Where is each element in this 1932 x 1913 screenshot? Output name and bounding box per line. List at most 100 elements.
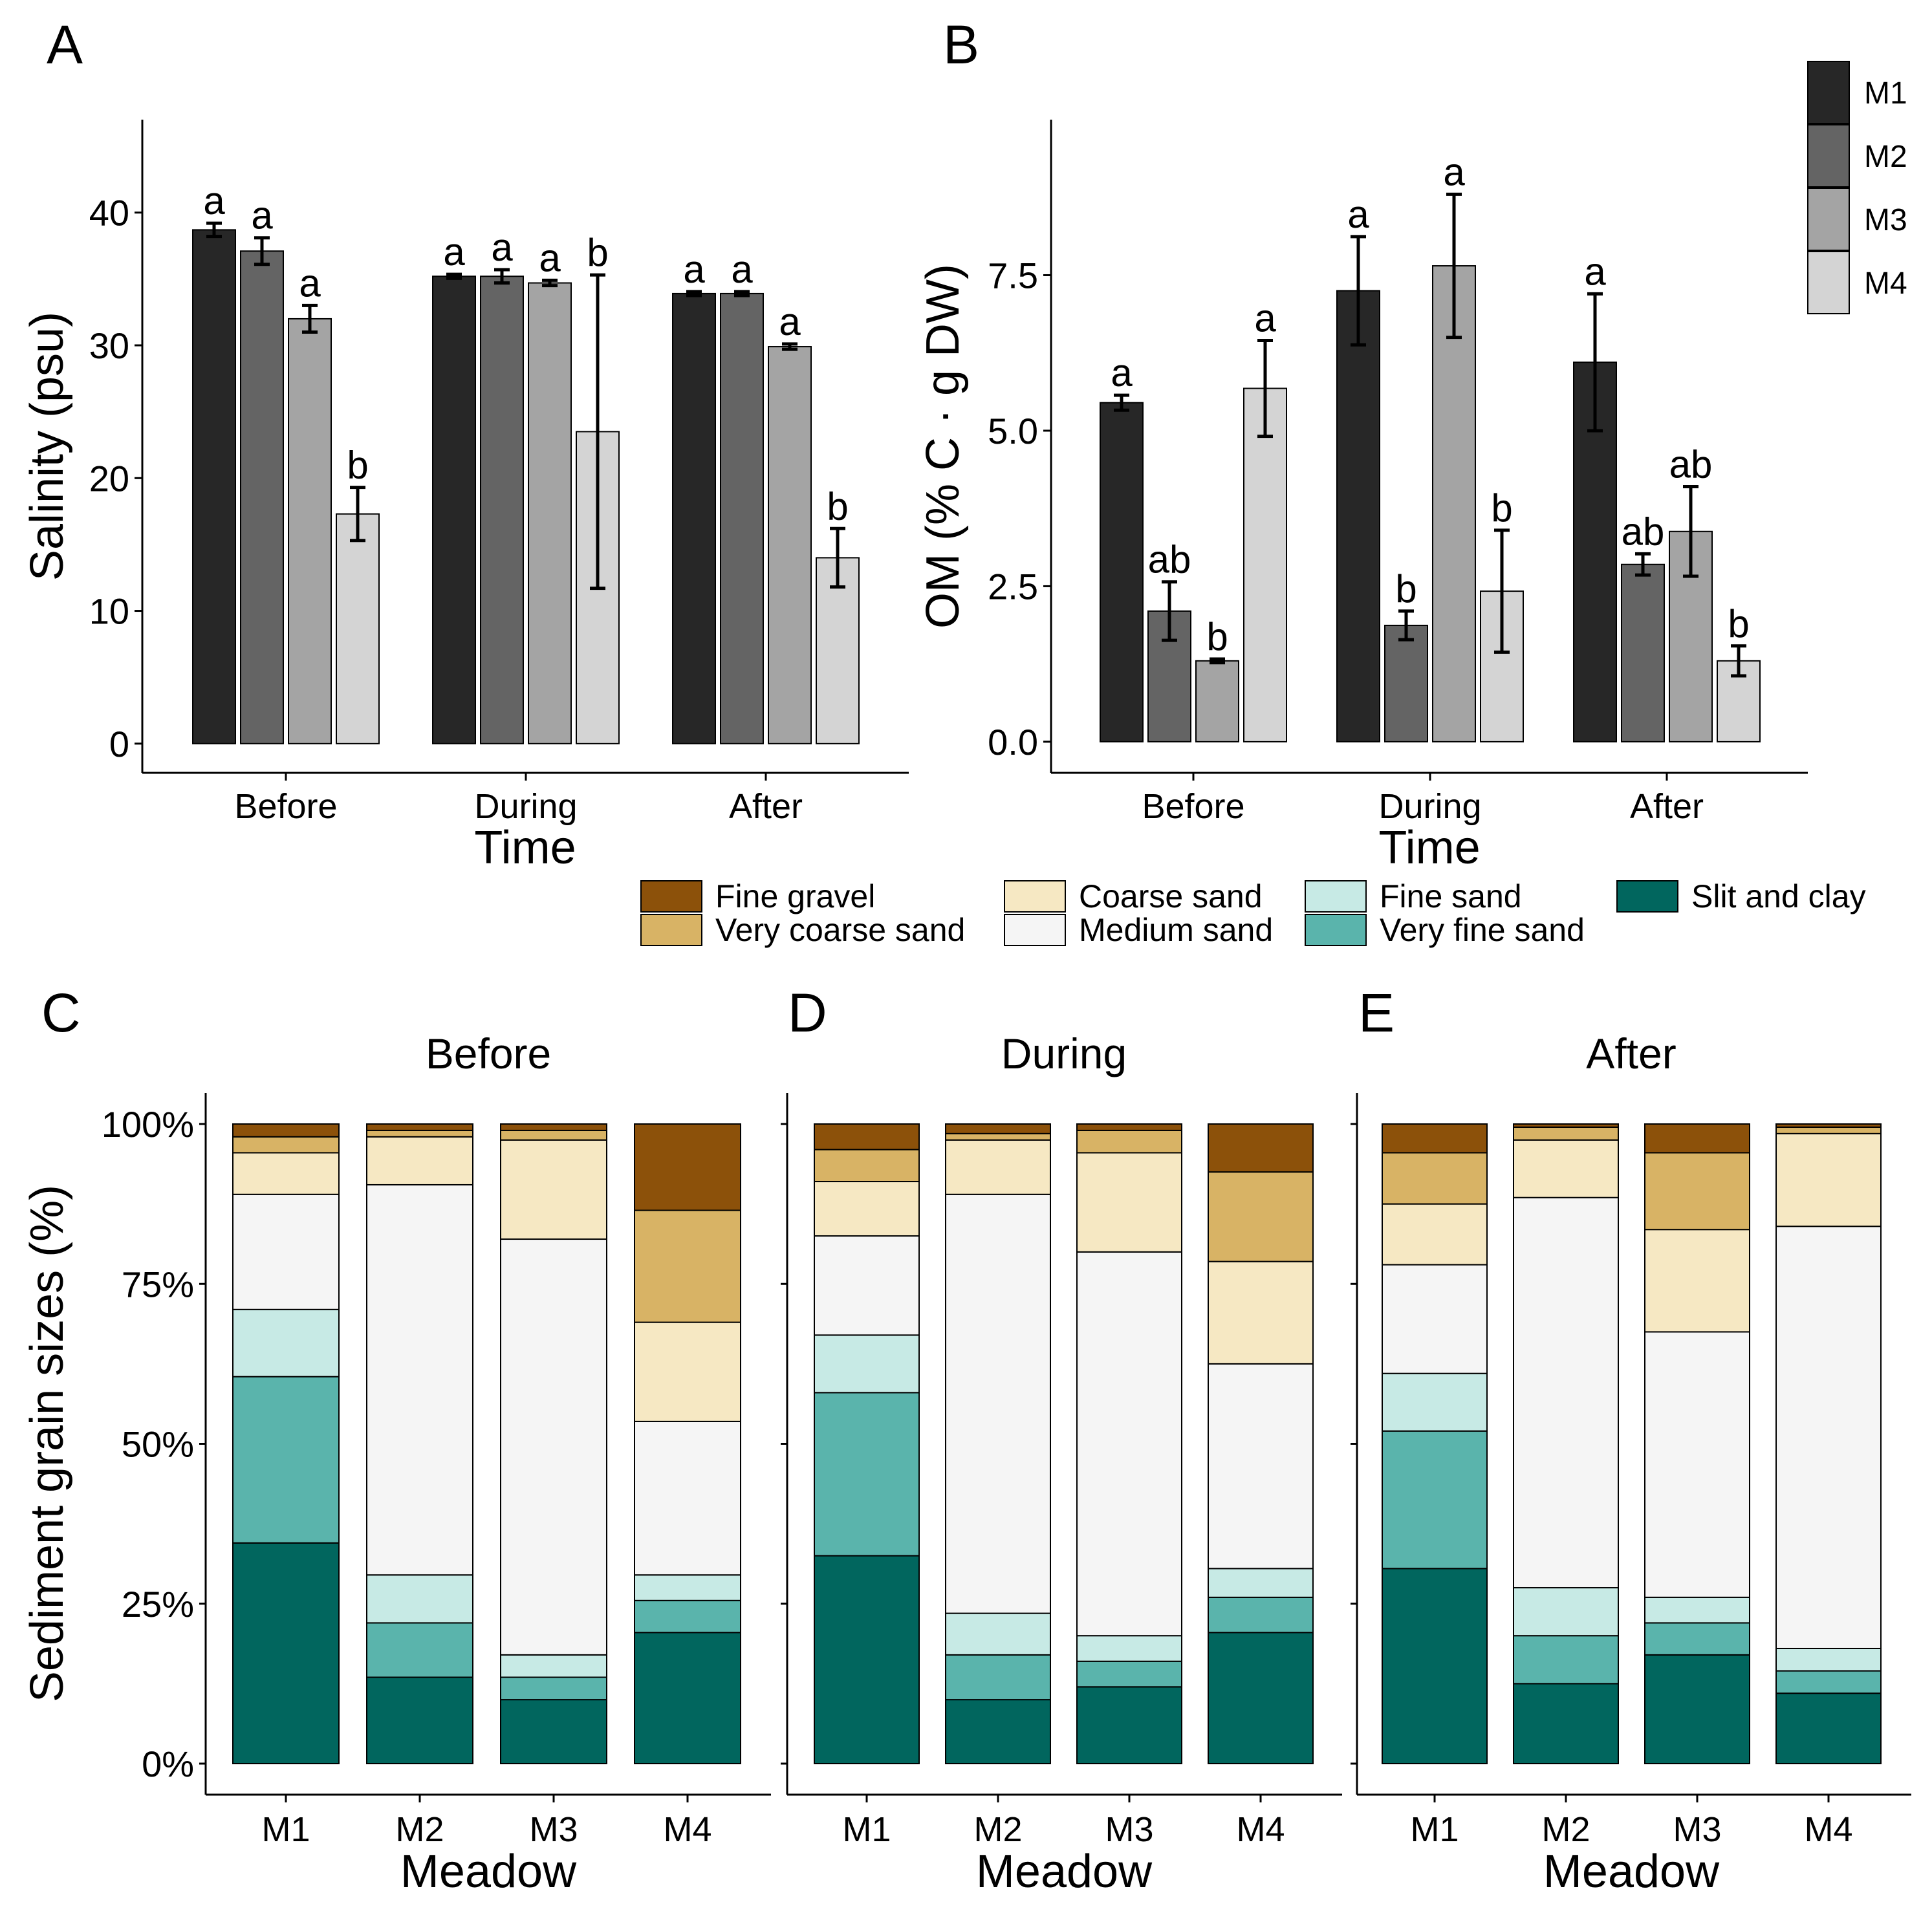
segment-d-m1-medium-sand [814,1235,920,1336]
panel-c-x-tick-label: M2 [395,1810,444,1849]
panel-a-x-tick-label: During [474,787,577,826]
sig-letter-a-after-m3: a [779,300,801,343]
segment-c-m3-fine-sand [500,1654,607,1678]
segment-d-m3-very-fine-sand [1076,1660,1182,1688]
segment-d-m1-coarse-sand [814,1181,920,1237]
panel-a-y-tick-label: 0 [109,724,129,764]
bar-a-before-m1 [192,229,236,744]
segment-d-m2-coarse-sand [945,1139,1051,1195]
segment-e-m3-medium-sand [1644,1331,1750,1598]
sig-letter-b-before-m3: b [1206,615,1228,658]
panel-e-grain-chart: After M1 M2 M3 M4 Meadow [1351,1030,1911,1897]
legend-fine-sand-swatch [1305,880,1367,913]
segment-d-m1-fine-sand [814,1334,920,1394]
sig-letter-b-before-m1: a [1111,351,1133,394]
segment-d-m1-very-coarse-sand [814,1149,920,1183]
segment-e-m1-slit-and-clay [1382,1568,1488,1764]
panel-b-x-ticks: Before During After [1142,773,1704,826]
bar-b-before-m4 [1243,387,1287,742]
legend-very-coarse-sand-label: Very coarse sand [715,912,965,948]
panel-d-x-tick-label: M1 [842,1810,891,1849]
legend-very-fine-sand-swatch [1305,914,1367,946]
sig-letter-b-during-m4: b [1491,486,1512,530]
segment-c-m4-fine-gravel [634,1123,741,1211]
panel-d-grain-chart: During M1 M2 M3 M4 Meadow [781,1030,1342,1897]
panel-c-marks [232,1123,741,1765]
segment-c-m4-very-coarse-sand [634,1209,741,1323]
segment-d-m4-slit-and-clay [1208,1632,1314,1764]
segment-c-m3-coarse-sand [500,1139,607,1240]
panel-d-x-tick-label: M3 [1105,1810,1153,1849]
bar-b-before-m3 [1195,660,1239,742]
panel-a-y-tick-label: 10 [89,591,129,632]
sig-letter-b-before-m2: ab [1148,538,1191,581]
panel-b-x-tick-label: During [1378,787,1481,826]
sig-letter-a-during-m4: b [587,231,608,274]
sig-letter-a-before-m3: a [299,261,321,305]
panel-a-x-title: Time [474,822,576,874]
sig-letter-b-after-m2: ab [1622,510,1665,553]
legend-fine-gravel-label: Fine gravel [715,878,875,914]
panel-a-y-tick-label: 30 [89,325,129,366]
segment-c-m4-medium-sand [634,1420,741,1576]
panel-c-y-ticks: 0% 25% 50% 75% 100% [102,1104,206,1784]
sig-letter-b-after-m1: a [1584,250,1606,293]
sig-letter-a-before-m2: a [251,194,273,237]
segment-e-m2-slit-and-clay [1513,1683,1619,1764]
panel-d-marks [814,1123,1314,1765]
sig-letter-a-before-m4: b [347,444,368,487]
segment-d-m4-medium-sand [1208,1363,1314,1570]
segment-d-m1-fine-gravel [814,1123,920,1151]
panel-b-x-tick-label: Before [1142,787,1244,826]
bar-b-after-m2 [1621,563,1665,742]
segment-d-m1-very-fine-sand [814,1392,920,1557]
sig-letter-a-during-m1: a [443,230,465,274]
legend-m3-label: M3 [1864,203,1907,237]
segment-e-m4-slit-and-clay [1775,1692,1882,1764]
segment-c-m2-coarse-sand [366,1136,473,1185]
sig-letter-b-during-m2: b [1395,567,1416,611]
segment-c-m1-medium-sand [232,1193,340,1310]
panel-e-x-tick-label: M1 [1410,1810,1459,1849]
legend-m2-label: M2 [1864,140,1907,174]
segment-d-m2-very-coarse-sand [945,1132,1051,1141]
legend-fine-gravel-swatch [640,880,702,913]
panel-c-grain-chart: Before 0% 25% 50% 75% 100% M1 M2 M3 M4 Meadow S… [21,1030,771,1897]
segment-e-m1-very-coarse-sand [1382,1152,1488,1205]
segment-e-m1-very-fine-sand [1382,1430,1488,1570]
legend-very-coarse-sand-swatch [640,914,702,946]
segment-c-m1-slit-and-clay [232,1542,340,1764]
segment-c-m1-very-coarse-sand [232,1136,340,1154]
legend-very-fine-sand-label: Very fine sand [1380,912,1585,948]
segment-d-m4-very-coarse-sand [1208,1171,1314,1262]
panel-e-y-ticks [1351,1123,1357,1765]
bar-a-after-m1 [672,292,716,744]
segment-e-m2-very-fine-sand [1513,1635,1619,1685]
legend-m2-swatch [1807,124,1850,188]
panel-a-x-tick-label: Before [234,787,337,826]
segment-e-m3-very-coarse-sand [1644,1152,1750,1231]
segment-d-m3-coarse-sand [1076,1152,1182,1253]
segment-e-m1-fine-gravel [1382,1123,1488,1154]
segment-c-m4-fine-sand [634,1574,741,1601]
segment-e-m2-very-coarse-sand [1513,1126,1619,1141]
legend-m3-swatch [1807,188,1850,251]
panel-d-x-title: Meadow [976,1846,1153,1897]
panel-d-x-tick-label: M4 [1236,1810,1285,1849]
sig-letter-a-after-m1: a [683,248,705,291]
panel-c-y-tick-label: 0% [142,1744,194,1784]
sig-letter-a-during-m2: a [491,226,513,269]
bar-a-after-m3 [768,346,812,744]
panel-c-x-ticks: M1 M2 M3 M4 [261,1795,712,1849]
segment-c-m2-medium-sand [366,1183,473,1576]
segment-c-m1-fine-gravel [232,1123,340,1138]
segment-e-m4-very-fine-sand [1775,1670,1882,1694]
segment-d-m3-medium-sand [1076,1251,1182,1637]
panel-b-y-ticks: 0.0 2.5 5.0 7.5 [988,255,1051,762]
panel-label-d: D [788,982,827,1043]
panel-b-y-tick-label: 7.5 [988,255,1038,296]
segment-c-m1-very-fine-sand [232,1376,340,1544]
segment-d-m2-fine-sand [945,1612,1051,1656]
